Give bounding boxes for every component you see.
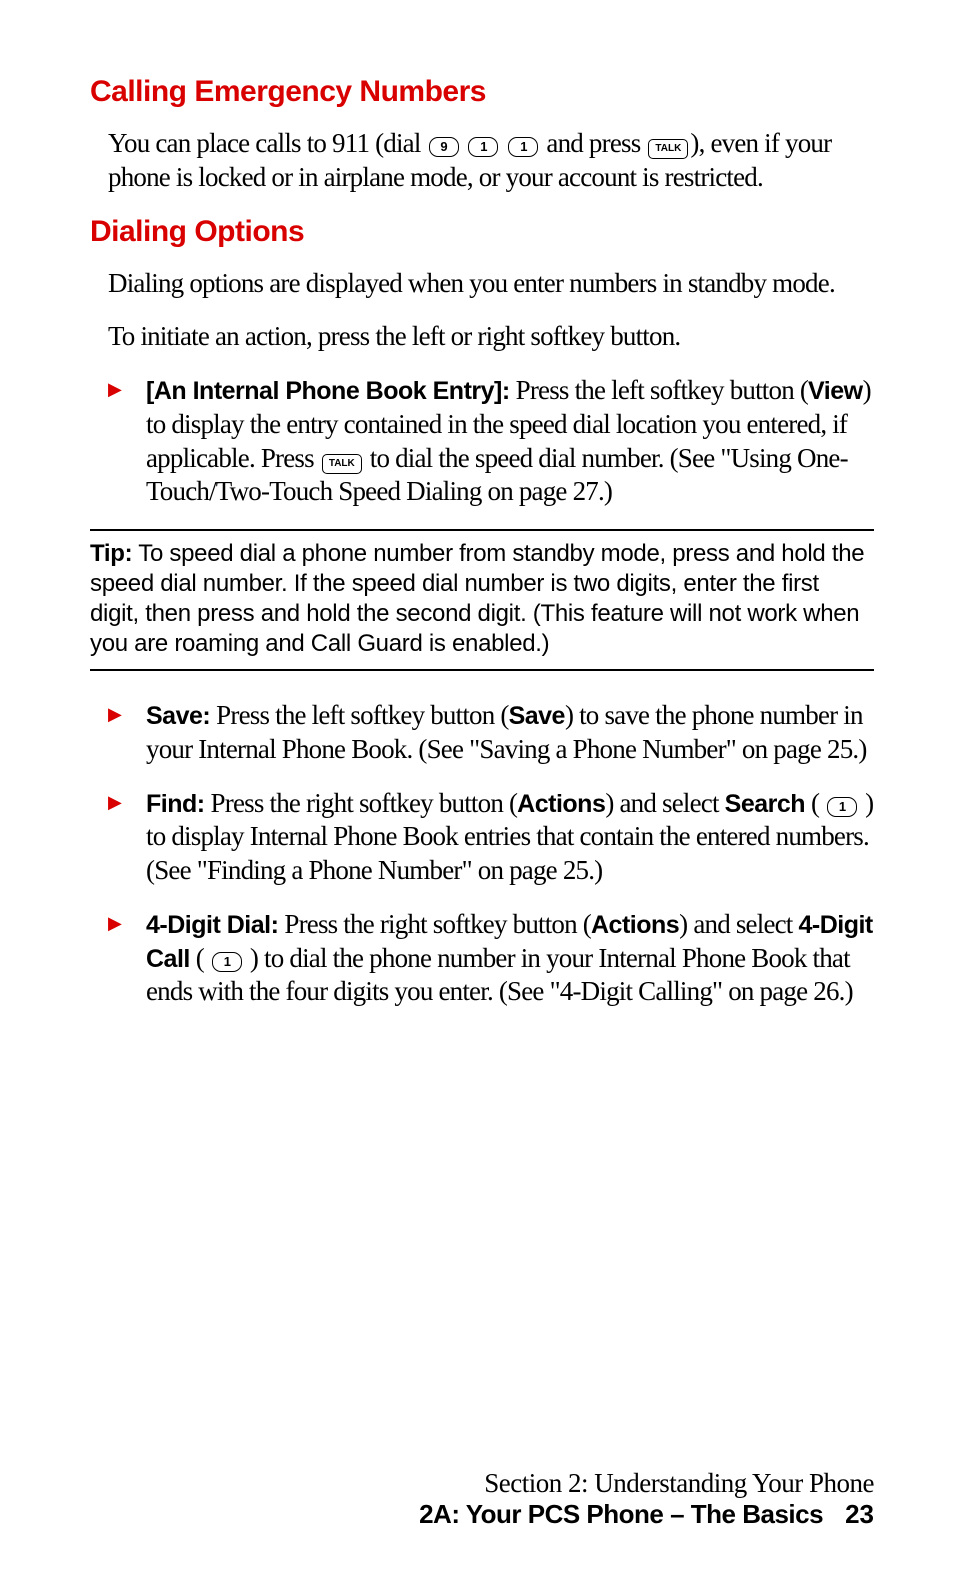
list-item-save: Save: Press the left softkey button (Sav…: [108, 699, 874, 767]
bold-search: Search: [725, 790, 805, 818]
item-label: 4-Digit Dial:: [146, 911, 278, 939]
key-1-icon: 1: [212, 952, 242, 972]
text: (: [805, 788, 825, 818]
page-footer: Section 2: Understanding Your Phone 2A: …: [419, 1468, 874, 1530]
footer-section-title: Section 2: Understanding Your Phone: [419, 1468, 874, 1499]
text: Press the left softkey button (: [510, 375, 808, 405]
item-label: Find:: [146, 790, 205, 818]
tip-text: To speed dial a phone number from standb…: [90, 540, 864, 657]
text: Press the left softkey button (: [210, 700, 508, 730]
text: ) and select: [679, 909, 798, 939]
footer-chapter-title: 2A: Your PCS Phone – The Basics: [419, 1499, 823, 1529]
key-9-icon: 9: [429, 137, 459, 157]
list-item-phonebook-entry: [An Internal Phone Book Entry]: Press th…: [108, 374, 874, 509]
bold-view: View: [808, 377, 863, 405]
text: ) and select: [605, 788, 724, 818]
text: You can place calls to 911 (dial: [108, 128, 427, 158]
text: ) to dial the phone number in your Inter…: [146, 943, 853, 1007]
text: (: [190, 943, 210, 973]
key-talk-icon: TALK: [322, 454, 362, 474]
para-dialing-2: To initiate an action, press the left or…: [108, 320, 874, 354]
para-emergency: You can place calls to 911 (dial 9 1 1 a…: [108, 127, 874, 195]
bold-save: Save: [509, 702, 565, 730]
key-talk-icon: TALK: [648, 139, 688, 159]
tip-block: Tip: To speed dial a phone number from s…: [90, 529, 874, 671]
bullet-list-1: [An Internal Phone Book Entry]: Press th…: [108, 374, 874, 509]
bullet-list-2: Save: Press the left softkey button (Sav…: [108, 699, 874, 1009]
list-item-4digit: 4-Digit Dial: Press the right softkey bu…: [108, 908, 874, 1009]
text: and press: [546, 128, 646, 158]
tip-label: Tip:: [90, 540, 132, 567]
key-1-icon: 1: [508, 137, 538, 157]
item-label: Save:: [146, 702, 210, 730]
bold-actions: Actions: [517, 790, 605, 818]
para-dialing-1: Dialing options are displayed when you e…: [108, 267, 874, 301]
item-label: [An Internal Phone Book Entry]:: [146, 377, 510, 405]
heading-calling-emergency: Calling Emergency Numbers: [90, 75, 874, 109]
list-item-find: Find: Press the right softkey button (Ac…: [108, 787, 874, 888]
key-1-icon: 1: [827, 797, 857, 817]
bold-actions: Actions: [591, 911, 679, 939]
text: Press the right softkey button (: [278, 909, 591, 939]
manual-page: Calling Emergency Numbers You can place …: [0, 0, 954, 1590]
key-1-icon: 1: [468, 137, 498, 157]
text: Press the right softkey button (: [205, 788, 518, 818]
heading-dialing-options: Dialing Options: [90, 215, 874, 249]
page-number: 23: [845, 1499, 874, 1529]
